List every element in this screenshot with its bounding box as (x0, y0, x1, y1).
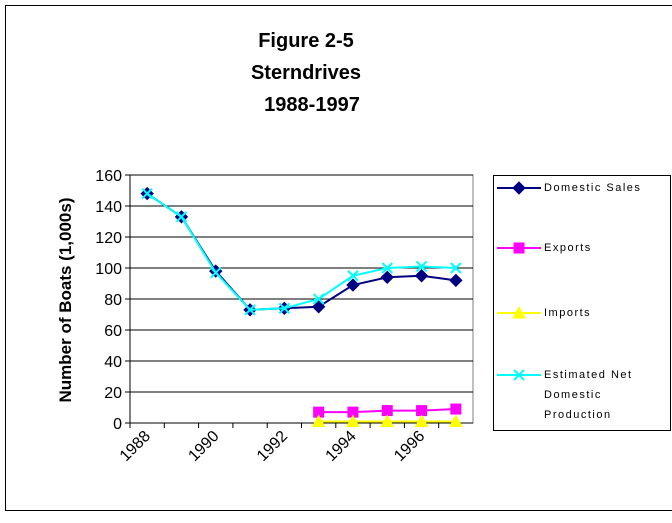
legend-swatch (497, 181, 541, 195)
y-tick-label: 100 (95, 261, 122, 278)
chart-title: 1988-1997 (264, 94, 360, 116)
marker (450, 262, 462, 274)
marker (312, 293, 325, 305)
marker (244, 304, 256, 316)
legend-swatch (497, 369, 541, 381)
legend-entry: Domestic Sales (494, 178, 664, 198)
marker (513, 242, 525, 254)
chart-border (5, 5, 672, 511)
legend-entry: Estimated Net Domestic Production (494, 365, 664, 425)
y-tick-label: 120 (95, 230, 122, 247)
marker (416, 405, 428, 417)
legend-label: Exports (544, 242, 592, 254)
chart-title: Sterndrives (251, 62, 361, 84)
marker (210, 266, 222, 279)
marker (414, 269, 429, 283)
y-tick-label: 160 (95, 168, 122, 185)
marker (311, 300, 326, 314)
marker (414, 414, 429, 427)
x-tick-label: 1994 (323, 428, 360, 465)
marker (346, 414, 360, 427)
marker (449, 414, 463, 427)
marker (512, 305, 526, 319)
marker (175, 211, 188, 223)
y-tick-label: 80 (104, 292, 122, 309)
x-tick-label: 1990 (185, 428, 222, 465)
legend-swatch (497, 305, 541, 319)
x-tick-label: 1992 (254, 428, 291, 465)
marker (278, 302, 291, 315)
y-tick-label: 140 (95, 199, 122, 216)
legend-label: Domestic Sales (544, 182, 642, 194)
marker (381, 405, 393, 417)
marker (311, 414, 326, 427)
marker (512, 181, 526, 195)
y-tick-label: 40 (104, 354, 122, 371)
legend-label: Imports (544, 307, 592, 319)
marker (380, 414, 395, 427)
y-tick-label: 60 (104, 323, 122, 340)
marker (380, 270, 394, 285)
legend-entry: Imports (494, 303, 664, 323)
marker (141, 187, 153, 200)
x-tick-label: 1988 (117, 428, 154, 465)
marker (450, 403, 462, 415)
marker (347, 270, 359, 282)
marker (381, 262, 393, 274)
y-tick-label: 0 (113, 416, 122, 433)
legend-label: Estimated Net Domestic Production (544, 369, 633, 421)
marker (346, 278, 360, 292)
marker (513, 369, 525, 381)
series-line (146, 192, 456, 311)
y-tick-label: 20 (104, 385, 122, 402)
legend-swatch (497, 242, 541, 254)
x-tick-label: 1996 (391, 428, 428, 465)
y-axis-label: Number of Boats (1,000s) (56, 198, 75, 403)
legend: Domestic Sales Exports Imports Estimated Ne… (493, 175, 671, 431)
marker (449, 273, 463, 288)
legend-entry: Exports (494, 238, 664, 258)
marker (415, 260, 428, 273)
chart-title: Figure 2-5 (258, 30, 354, 52)
